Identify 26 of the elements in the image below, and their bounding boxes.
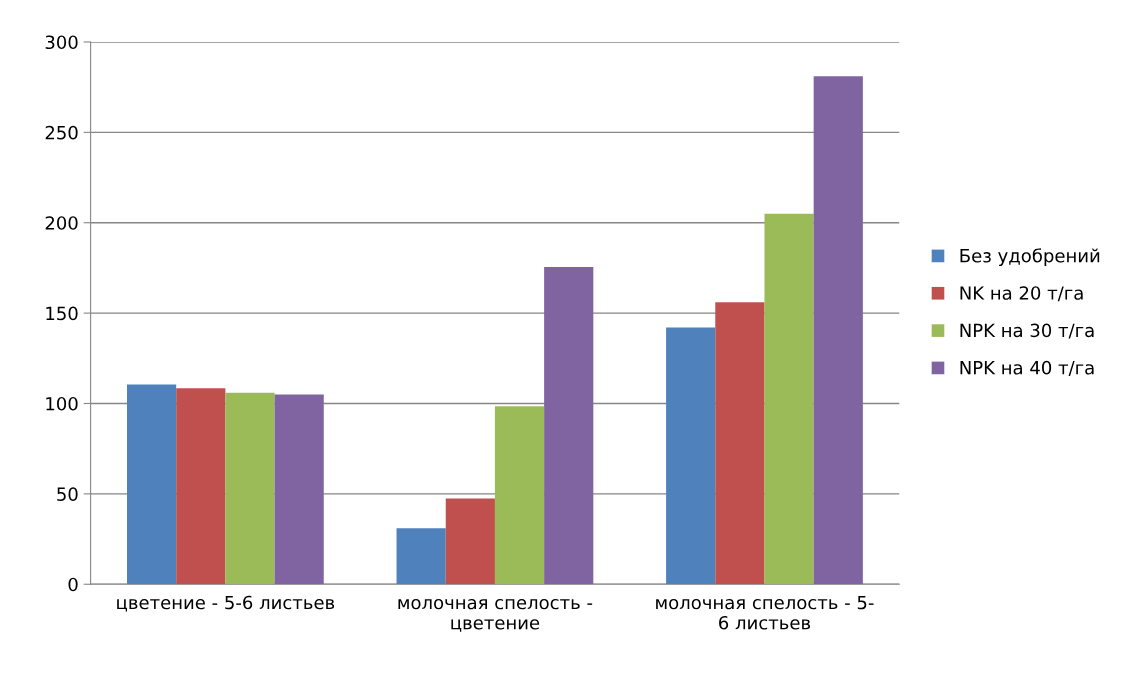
bar	[715, 302, 765, 585]
y-tick-label: 0	[68, 577, 78, 592]
y-tick-label: 250	[45, 125, 78, 140]
x-tick-label: молочная спелость - 5- 6 листьев	[656, 595, 874, 630]
y-tick-label: 50	[57, 487, 78, 501]
bar	[274, 394, 324, 585]
bar	[544, 267, 594, 585]
bar	[445, 498, 495, 585]
y-tick-label: 150	[46, 306, 78, 321]
legend-label: NPK на 30 т/га	[960, 323, 1094, 339]
y-tick-label: 100	[46, 396, 78, 411]
bar	[764, 213, 814, 585]
x-tick-label: цветение - 5-6 листьев	[117, 595, 335, 612]
y-tick-label: 300	[45, 35, 78, 50]
legend-label: NK на 20 т/га	[960, 286, 1083, 302]
legend-label: Без удобрений	[960, 248, 1100, 266]
bar	[127, 384, 177, 585]
legend-label: NPK на 40 т/га	[960, 360, 1094, 376]
bar	[225, 392, 275, 585]
y-tick-label: 200	[45, 216, 78, 230]
bar	[396, 528, 446, 585]
bar	[666, 327, 716, 585]
bar	[494, 406, 545, 585]
bar	[176, 388, 226, 585]
bar	[813, 76, 863, 585]
x-tick-label: молочная спелость - цветение	[398, 598, 593, 632]
